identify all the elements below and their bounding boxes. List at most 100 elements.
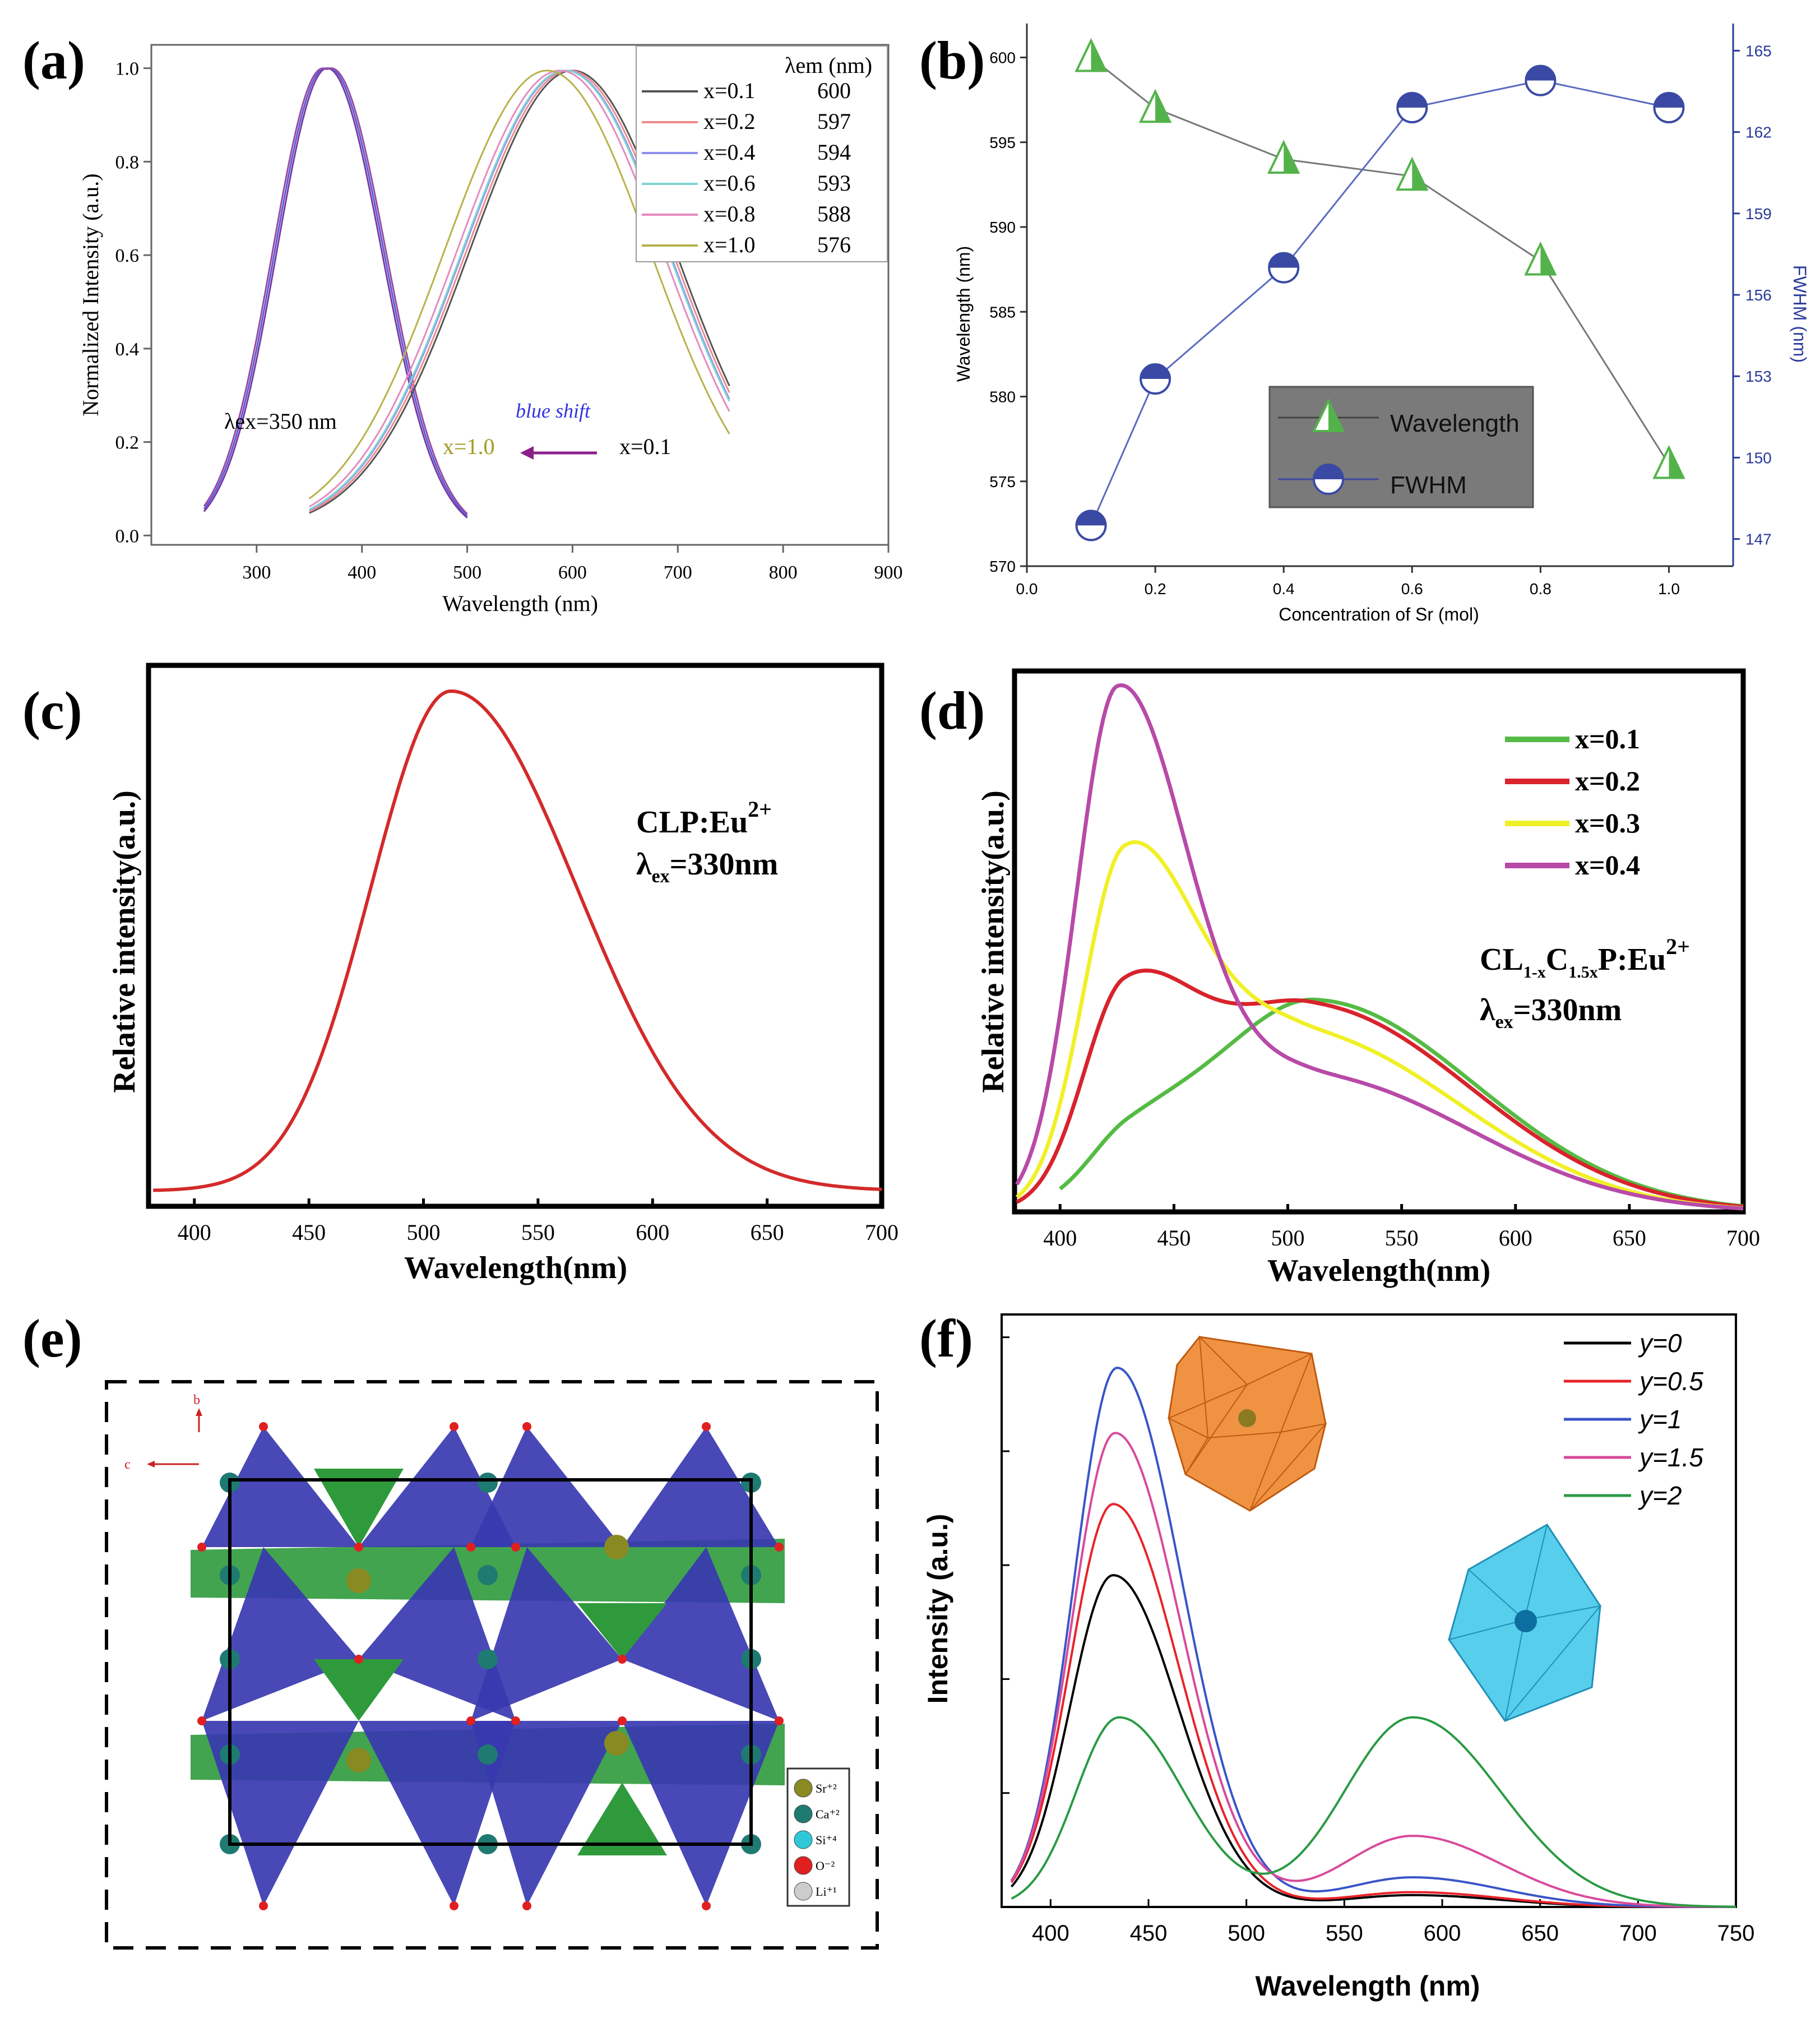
annotation-blue-shift: blue shift xyxy=(516,400,591,422)
y-tick-label-left-b: 600 xyxy=(989,49,1016,67)
y-tick-label-right-b: 159 xyxy=(1745,205,1772,223)
y-tick-label-left-b: 590 xyxy=(989,219,1016,236)
x-tick-label-a: 900 xyxy=(874,562,903,583)
panel-label-c: (c) xyxy=(22,680,82,740)
blue-tetrahedron xyxy=(471,1427,622,1547)
legend-label-f: y=1 xyxy=(1638,1405,1682,1434)
blue-tetrahedron xyxy=(471,1721,622,1906)
o-atom xyxy=(466,1543,475,1552)
x-tick-label-a: 600 xyxy=(558,562,587,583)
ca-atom xyxy=(478,1649,498,1669)
shift-arrow-head xyxy=(520,446,534,460)
x-tick-label-c: 600 xyxy=(636,1220,669,1245)
x-tick-label-b: 0.6 xyxy=(1401,580,1423,598)
legend-name-a: x=0.8 xyxy=(703,201,756,226)
fwhm-marker-fill xyxy=(1269,253,1299,268)
wavelength-marker-fill xyxy=(1155,91,1170,122)
legend-marker-fwhm-fill xyxy=(1314,465,1343,479)
legend-a: λem (nm) x=0.1 600 x=0.2 597 x=0.4 594 x=0.6 59… xyxy=(636,45,888,262)
lambda-c: λ xyxy=(636,847,652,882)
ticks-b: 0.0 0.2 0.4 0.6 0.8 1.0 570 575 580 585 590 595 600 1… xyxy=(989,42,1771,598)
green-triangle xyxy=(577,1783,667,1855)
excitation-curve xyxy=(203,67,468,515)
panel-a: (a) 300 400 500 600 700 800 900 0.0 0.2 0.4 0.6 0.8… xyxy=(22,30,903,616)
lambda-value-d: =330nm xyxy=(1513,993,1622,1027)
o-atom xyxy=(511,1543,520,1552)
emission-curve-x=0.4 xyxy=(1015,683,1744,1211)
panel-label-a: (a) xyxy=(22,30,85,90)
x-tick-label-c: 500 xyxy=(407,1220,441,1245)
annotation-lambda-d: λex=330nm xyxy=(1480,993,1622,1033)
legend-b: Wavelength FWHM xyxy=(1268,386,1534,508)
x-tick-label-b: 1.0 xyxy=(1658,580,1680,598)
emission-curve-x=0.3 xyxy=(1015,840,1744,1210)
y-tick-label-left-b: 580 xyxy=(989,388,1016,406)
legend-value-a: 594 xyxy=(817,140,851,165)
blue-tetrahedron xyxy=(359,1427,516,1547)
x-tick-label-f: 550 xyxy=(1326,1921,1363,1946)
x-tick-label-d: 400 xyxy=(1043,1225,1077,1251)
emission-curve-y=2 xyxy=(1011,1716,1736,1908)
legend-name-a: x=0.4 xyxy=(703,140,756,165)
legend-label-d: x=0.2 xyxy=(1575,765,1640,797)
legend-label-e: O⁻² xyxy=(816,1859,835,1873)
o-atom xyxy=(522,1422,531,1431)
axis-arrow-head-b-e xyxy=(196,1408,202,1416)
legend-marker-wavelength-fill xyxy=(1328,401,1343,431)
legend-box-b xyxy=(1268,386,1534,508)
x-tick-label-d: 700 xyxy=(1726,1225,1760,1251)
ca-atom xyxy=(478,1744,498,1765)
formula-sup: 2+ xyxy=(1666,934,1690,959)
excitation-curve xyxy=(203,67,468,517)
y-tick-label-a: 0.6 xyxy=(115,246,140,266)
axes-frame-f xyxy=(1001,1313,1737,1908)
green-triangle xyxy=(314,1659,404,1721)
y-tick-label-right-b: 165 xyxy=(1745,42,1772,59)
wavelength-marker-fill xyxy=(1540,244,1555,275)
x-tick-label-a: 300 xyxy=(242,562,271,583)
y-tick-label-a: 0.4 xyxy=(115,339,140,360)
fwhm-marker-fill xyxy=(1141,364,1170,379)
fwhm-marker-fill xyxy=(1397,93,1427,108)
ylabel-d: Relative intensity(a.u.) xyxy=(976,790,1011,1093)
x-tick-label-d: 550 xyxy=(1385,1225,1419,1251)
x-tick-label-f: 650 xyxy=(1521,1921,1559,1946)
x-tick-label-c: 700 xyxy=(865,1220,899,1245)
x-tick-label-f: 750 xyxy=(1717,1921,1755,1946)
x-tick-label-b: 0.2 xyxy=(1145,580,1166,598)
axis-label-b-e: b xyxy=(193,1393,200,1408)
legend-label-d: x=0.1 xyxy=(1575,723,1640,754)
fwhm-line xyxy=(1090,80,1669,526)
blue-tetrahedron xyxy=(622,1547,779,1721)
legend-label-f: y=0 xyxy=(1638,1328,1682,1358)
x-tick-label-f: 500 xyxy=(1228,1921,1265,1946)
y-tick-label-left-b: 585 xyxy=(989,303,1016,321)
x-tick-label-b: 0.8 xyxy=(1530,580,1552,598)
x-tick-label-d: 600 xyxy=(1499,1225,1532,1251)
y-tick-label-left-b: 595 xyxy=(989,134,1016,151)
axes-frame-a xyxy=(150,44,890,546)
emission-curve-x=1.0 xyxy=(308,70,730,499)
y-tick-label-left-b: 570 xyxy=(989,558,1016,575)
lines-b xyxy=(1075,38,1685,541)
lines-c xyxy=(153,689,882,1192)
ca-atom xyxy=(478,1473,498,1493)
xlabel-a: Wavelength (nm) xyxy=(442,591,598,616)
x-tick-label-c: 650 xyxy=(751,1220,784,1245)
wavelength-line xyxy=(1090,57,1670,465)
legend-value-a: 576 xyxy=(817,232,851,257)
o-atom xyxy=(450,1901,459,1910)
o-atom xyxy=(522,1901,531,1910)
panel-label-e: (e) xyxy=(22,1308,82,1368)
y-tick-label-right-b: 153 xyxy=(1745,368,1772,385)
panel-b: (b) 0.0 0.2 0.4 0.6 0.8 1.0 570 575 580 585 590 595… xyxy=(919,24,1810,624)
x-tick-label-d: 650 xyxy=(1613,1225,1646,1251)
panel-label-d: (d) xyxy=(919,680,985,740)
panel-f: (f) 400 450 500 550 600 650 700 750 Wavelength … xyxy=(919,1308,1754,2002)
legend-label-d: x=0.3 xyxy=(1575,807,1640,839)
o-atom xyxy=(259,1422,268,1431)
y-tick-label-right-b: 156 xyxy=(1745,286,1772,304)
polyhedron-cyan xyxy=(1448,1523,1602,1722)
y-tick-label-right-b: 150 xyxy=(1745,449,1772,466)
x-tick-label-b: 0.4 xyxy=(1273,580,1295,598)
